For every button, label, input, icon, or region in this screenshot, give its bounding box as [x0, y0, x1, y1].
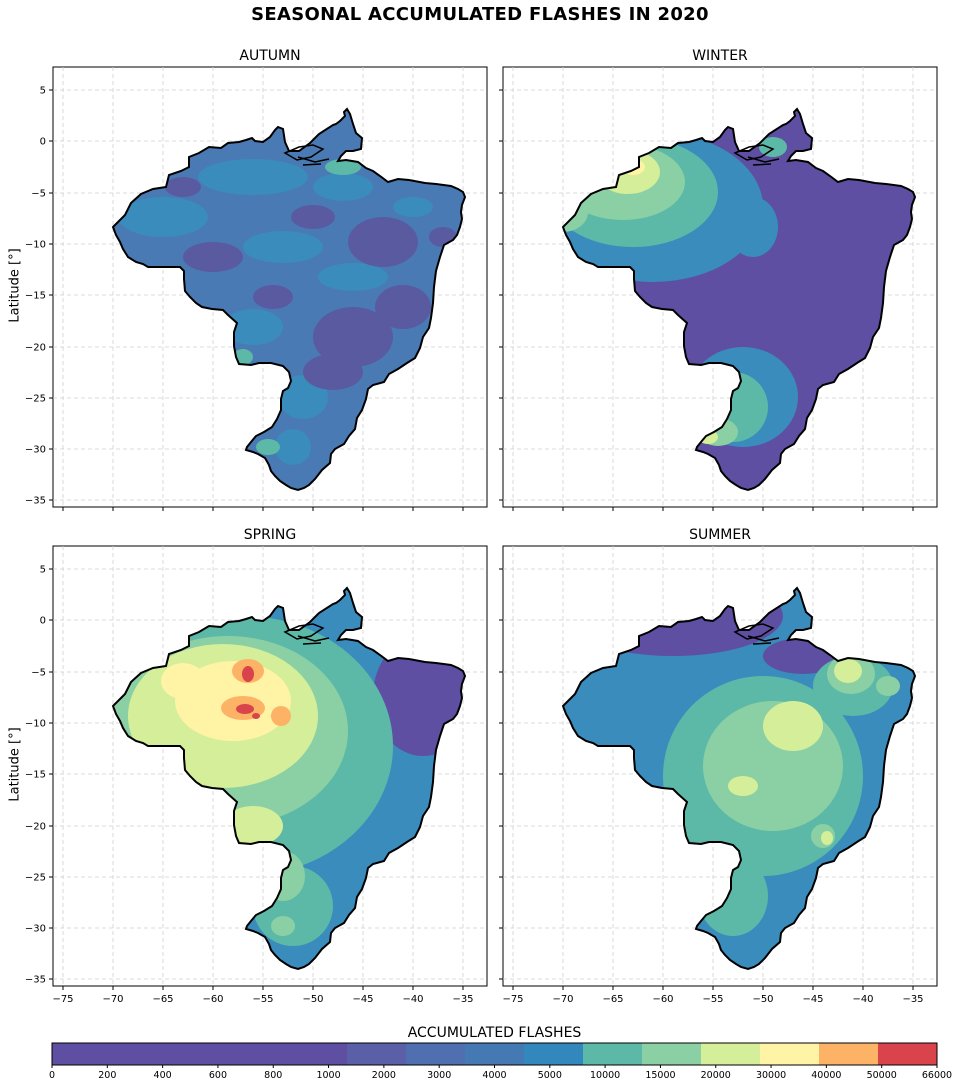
colorbar-tick-label: 20000: [701, 1070, 731, 1081]
colorbar-tick-label: 2000: [372, 1070, 396, 1081]
axis-ticks: 50−5−10−15−20−25−30−35−75 −70 −65 −60 −55 −50…: [25, 86, 924, 1006]
y-tick-label: 0: [40, 137, 46, 148]
colorbar-tick-label: 66000: [922, 1070, 952, 1081]
colorbar-tick-label: 600: [209, 1070, 227, 1081]
y-tick-label: −20: [25, 343, 46, 354]
x-tick-label: −75: [52, 994, 73, 1005]
colorbar-tick-label: 4000: [482, 1070, 506, 1081]
colorbar-segment: [819, 1043, 879, 1065]
colorbar-segment: [583, 1043, 643, 1065]
x-tick-label: −40: [852, 994, 873, 1005]
y-tick-label: 0: [40, 616, 46, 627]
x-tick-label: −75: [502, 994, 523, 1005]
panel-title-spring: SPRING: [243, 527, 297, 543]
x-tick-label: −35: [452, 994, 473, 1005]
x-tick-label: −45: [802, 994, 823, 1005]
colorbar-tick-label: 0: [49, 1070, 55, 1081]
colorbar-segment: [465, 1043, 525, 1065]
panel-autumn: [52, 66, 488, 508]
colorbar-tick-label: 40000: [811, 1070, 841, 1081]
x-tick-label: −65: [602, 994, 623, 1005]
x-tick-label: −70: [102, 994, 123, 1005]
x-tick-label: −50: [752, 994, 773, 1005]
y-tick-label: 5: [40, 86, 46, 97]
colorbar-tick-label: 400: [154, 1070, 172, 1081]
colorbar-tick-label: 5000: [538, 1070, 562, 1081]
colorbar-segment: [170, 1043, 230, 1065]
x-tick-label: −40: [402, 994, 423, 1005]
colorbar-tick-label: 30000: [756, 1070, 786, 1081]
x-tick-label: −45: [352, 994, 373, 1005]
colorbar-segment: [524, 1043, 584, 1065]
y-tick-label: −10: [25, 719, 46, 730]
y-tick-label: −15: [25, 291, 46, 302]
y-tick-label: −25: [25, 394, 46, 405]
panel-spring: [52, 545, 488, 987]
x-tick-label: −35: [902, 994, 923, 1005]
panel-title-winter: WINTER: [692, 48, 748, 64]
colorbar-segment: [878, 1043, 938, 1065]
y-tick-label: −30: [25, 445, 46, 456]
panel-summer: [502, 545, 938, 987]
colorbar-title: ACCUMULATED FLASHES: [407, 1025, 582, 1041]
y-tick-label: −20: [25, 822, 46, 833]
colorbar-segment: [642, 1043, 702, 1065]
x-tick-label: −55: [252, 994, 273, 1005]
x-tick-label: −70: [552, 994, 573, 1005]
colorbar-segment: [406, 1043, 466, 1065]
colorbar-tick-label: 3000: [427, 1070, 451, 1081]
y-tick-label: −25: [25, 873, 46, 884]
colorbar: 0 200 400 600 800 1000 2000 3000 4000 5000 10000 15…: [49, 1042, 952, 1081]
colorbar-tick-label: 10000: [590, 1070, 620, 1081]
colorbar-tick-label: 200: [98, 1070, 116, 1081]
y-tick-label: −30: [25, 924, 46, 935]
colorbar-segment: [111, 1043, 171, 1065]
y-tick-label: −5: [31, 189, 46, 200]
y-tick-label: 5: [40, 565, 46, 576]
colorbar-segment: [288, 1043, 348, 1065]
colorbar-segment: [52, 1043, 112, 1065]
colorbar-segment: [760, 1043, 820, 1065]
colorbar-segment: [229, 1043, 289, 1065]
x-tick-label: −50: [302, 994, 323, 1005]
colorbar-tick-label: 1000: [316, 1070, 340, 1081]
x-tick-label: −60: [202, 994, 223, 1005]
x-tick-label: −65: [152, 994, 173, 1005]
x-tick-label: −60: [652, 994, 673, 1005]
panel-title-summer: SUMMER: [689, 527, 751, 543]
y-tick-label: −15: [25, 770, 46, 781]
colorbar-segment: [701, 1043, 761, 1065]
x-tick-label: −55: [702, 994, 723, 1005]
panel-winter: [502, 66, 938, 508]
figure-title: SEASONAL ACCUMULATED FLASHES IN 2020: [251, 4, 709, 25]
y-tick-label: −10: [25, 240, 46, 251]
y-tick-label: −5: [31, 668, 46, 679]
panel-title-autumn: AUTUMN: [239, 48, 301, 64]
colorbar-segment: [347, 1043, 407, 1065]
y-tick-label: −35: [25, 496, 46, 507]
y-tick-label: −35: [25, 975, 46, 986]
colorbar-tick-label: 50000: [867, 1070, 897, 1081]
colorbar-tick-label: 800: [264, 1070, 282, 1081]
colorbar-tick-label: 15000: [645, 1070, 675, 1081]
